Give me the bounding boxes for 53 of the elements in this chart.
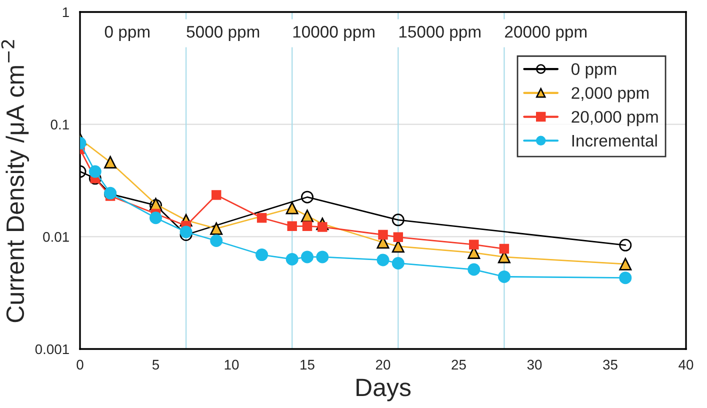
point bbox=[376, 254, 390, 266]
point bbox=[302, 221, 312, 232]
x-tick-label: 35 bbox=[603, 360, 618, 370]
point bbox=[316, 250, 329, 264]
point bbox=[619, 272, 632, 284]
x-tick-label: 5 bbox=[152, 360, 160, 370]
legend-label: 20,000 ppm bbox=[572, 110, 658, 126]
ref-line-label: 5000 ppm bbox=[186, 26, 260, 42]
point bbox=[210, 234, 223, 247]
point bbox=[392, 256, 404, 270]
legend-label: 2,000 ppm bbox=[572, 87, 649, 102]
point bbox=[180, 226, 192, 238]
legend-label: Incremental bbox=[572, 134, 657, 147]
x-tick-label: 40 bbox=[678, 360, 694, 370]
point bbox=[286, 252, 298, 266]
y-tick-label: 0.001 bbox=[35, 344, 69, 354]
point bbox=[499, 244, 510, 254]
y-tick-label: 1 bbox=[62, 7, 69, 18]
point bbox=[256, 213, 267, 223]
ref-line-label: 15000 ppm bbox=[399, 26, 480, 42]
x-tick-label: 0 bbox=[76, 360, 84, 370]
x-tick-label: 10 bbox=[224, 360, 239, 370]
point bbox=[393, 232, 404, 242]
x-axis-title: Days bbox=[356, 378, 411, 402]
point bbox=[88, 165, 102, 178]
point bbox=[619, 258, 632, 270]
point bbox=[301, 250, 314, 264]
ref-line-label: 10000 ppm bbox=[293, 26, 374, 42]
y-tick-label: 0.1 bbox=[50, 120, 69, 130]
point bbox=[392, 214, 404, 226]
point bbox=[301, 210, 314, 222]
point bbox=[210, 222, 223, 235]
point bbox=[378, 230, 388, 240]
point bbox=[287, 221, 297, 232]
point bbox=[468, 263, 480, 276]
point bbox=[256, 248, 268, 262]
annotation: 0 ppm bbox=[104, 26, 150, 42]
point bbox=[211, 190, 222, 200]
x-tick-label: 25 bbox=[452, 360, 466, 370]
point bbox=[150, 212, 162, 224]
legend-label: 0 ppm bbox=[572, 63, 616, 78]
x-tick-label: 20 bbox=[376, 360, 390, 370]
y-axis-title: Current Density /μA cm$^{−2}$ bbox=[1, 40, 30, 322]
ref-line-label: 20000 ppm bbox=[505, 26, 586, 42]
x-tick-label: 30 bbox=[527, 360, 542, 370]
point bbox=[286, 202, 298, 214]
point bbox=[301, 190, 314, 204]
point bbox=[469, 240, 479, 250]
point bbox=[619, 238, 632, 252]
point bbox=[498, 270, 510, 283]
y-tick-label: 0.01 bbox=[43, 232, 69, 242]
x-tick-label: 15 bbox=[300, 360, 314, 370]
point bbox=[104, 156, 117, 168]
